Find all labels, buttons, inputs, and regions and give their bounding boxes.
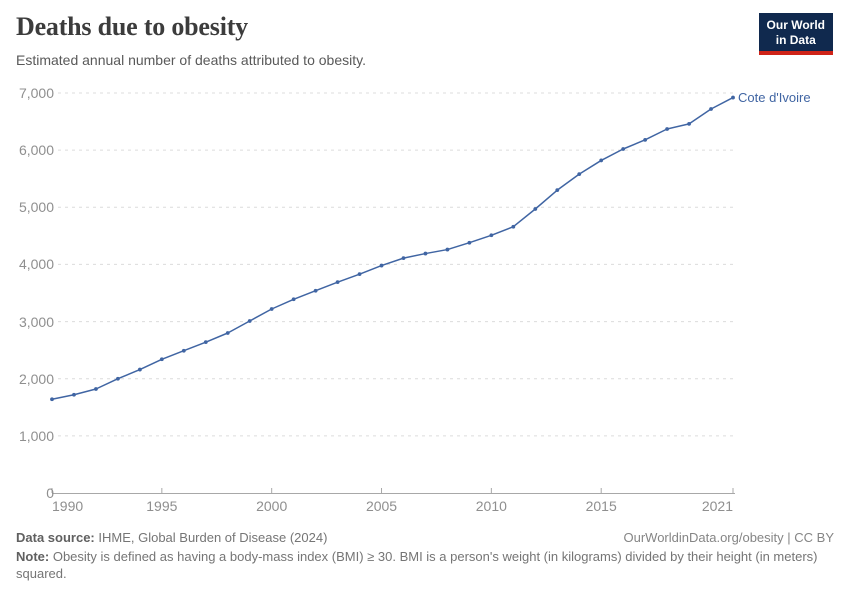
data-point-marker[interactable] [159, 357, 164, 362]
data-point-marker[interactable] [401, 256, 406, 261]
chart-footer: Data source: IHME, Global Burden of Dise… [16, 530, 834, 582]
data-point-marker[interactable] [116, 376, 120, 381]
x-axis-tick-label: 2005 [365, 498, 398, 514]
data-point-marker[interactable] [489, 233, 494, 238]
license-link[interactable]: OurWorldinData.org/obesity | CC BY [623, 530, 835, 545]
y-axis-tick-label: 1,000 [18, 427, 54, 444]
data-point-marker[interactable] [621, 147, 626, 151]
owid-logo-line1: Our World [766, 18, 825, 32]
note-value: Obesity is defined as having a body-mass… [16, 549, 818, 581]
data-point-marker[interactable] [665, 127, 669, 131]
x-axis-tick-label: 1990 [52, 498, 84, 514]
data-point-marker[interactable] [687, 121, 691, 126]
x-axis-tick-label: 1995 [146, 498, 178, 514]
data-point-marker[interactable] [445, 247, 450, 252]
data-point-marker[interactable] [335, 280, 340, 285]
data-point-marker[interactable] [379, 263, 384, 268]
note-label: Note: [16, 549, 50, 565]
data-point-marker[interactable] [94, 387, 98, 391]
owid-logo[interactable]: Our World in Data [758, 13, 833, 55]
data-point-marker[interactable] [511, 224, 516, 229]
data-source-value: IHME, Global Burden of Disease (2024) [94, 530, 328, 545]
y-axis-tick-label: 3,000 [18, 313, 54, 330]
x-axis-tick-label: 2010 [475, 498, 507, 514]
data-point-marker[interactable] [555, 188, 560, 193]
data-point-marker[interactable] [291, 297, 296, 302]
data-point-marker[interactable] [423, 251, 428, 256]
data-point-marker[interactable] [137, 367, 142, 372]
y-axis-tick-label: 4,000 [18, 256, 54, 273]
owid-logo-line2: in Data [775, 33, 816, 47]
data-point-marker[interactable] [357, 272, 362, 277]
data-point-marker[interactable] [203, 340, 208, 345]
chart-title: Deaths due to obesity [16, 12, 248, 41]
data-point-marker[interactable] [731, 95, 735, 100]
data-point-marker[interactable] [225, 331, 230, 335]
data-source-label: Data source: [16, 530, 95, 545]
x-axis-tick-label: 2000 [256, 498, 288, 514]
y-axis-tick-label: 2,000 [18, 370, 54, 387]
series-line-cote-divoire[interactable] [51, 96, 734, 401]
data-point-marker[interactable] [599, 158, 604, 163]
data-point-marker[interactable] [533, 207, 538, 211]
footer-source-row: Data source: IHME, Global Burden of Dise… [16, 530, 834, 546]
data-point-marker[interactable] [643, 137, 648, 142]
y-axis-tick-label: 6,000 [18, 142, 54, 159]
data-point-marker[interactable] [50, 397, 54, 402]
y-axis-tick-label: 5,000 [18, 199, 54, 216]
x-axis-tick-label: 2015 [585, 498, 617, 514]
data-point-marker[interactable] [313, 288, 318, 293]
data-point-marker[interactable] [72, 392, 76, 397]
footer-note: Note: Obesity is defined as having a bod… [16, 549, 834, 582]
chart-subtitle: Estimated annual number of deaths attrib… [16, 52, 366, 68]
y-axis-tick-label: 0 [46, 485, 54, 501]
data-point-marker[interactable] [181, 348, 186, 353]
data-point-marker[interactable] [269, 307, 274, 311]
data-source-text: Data source: IHME, Global Burden of Dise… [16, 530, 327, 546]
series-entity-label[interactable]: Cote d'Ivoire [738, 89, 811, 105]
x-axis-tick-label: 2021 [701, 498, 733, 514]
data-point-marker[interactable] [467, 240, 472, 245]
data-point-marker[interactable] [709, 107, 713, 111]
data-point-marker[interactable] [577, 172, 582, 177]
data-point-marker[interactable] [247, 319, 252, 323]
y-axis-tick-label: 7,000 [18, 85, 54, 101]
line-chart-canvas[interactable] [0, 0, 850, 528]
